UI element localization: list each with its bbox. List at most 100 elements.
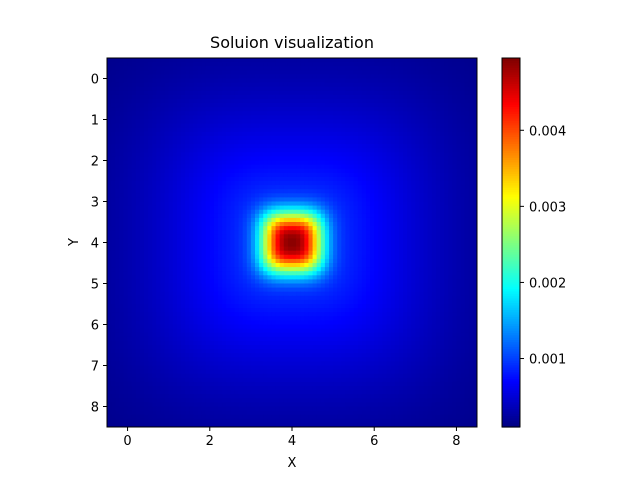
heatmap-cell	[423, 152, 429, 157]
heatmap-cell	[234, 160, 240, 166]
heatmap-cell	[361, 123, 367, 129]
heatmap-cell	[320, 205, 326, 211]
heatmap-cell	[440, 160, 445, 166]
heatmap-cell	[304, 144, 310, 149]
heatmap-cell	[164, 222, 170, 227]
heatmap-cell	[250, 90, 256, 96]
heatmap-cell	[366, 66, 371, 71]
heatmap-cell	[283, 62, 289, 67]
heatmap-cell	[107, 217, 112, 223]
heatmap-cell	[139, 213, 145, 219]
heatmap-cell	[213, 234, 219, 239]
heatmap-cell	[431, 152, 437, 157]
heatmap-cell	[337, 127, 342, 133]
heatmap-cell	[115, 254, 120, 260]
heatmap-cell	[394, 230, 400, 235]
heatmap-cell	[168, 107, 174, 112]
heatmap-cell	[250, 156, 256, 162]
heatmap-cell	[448, 275, 453, 280]
heatmap-cell	[226, 160, 231, 166]
heatmap-cell	[333, 94, 338, 100]
heatmap-cell	[250, 176, 256, 182]
heatmap-cell	[423, 234, 429, 239]
heatmap-cell	[464, 275, 470, 280]
heatmap-cell	[419, 135, 425, 141]
heatmap-cell	[444, 131, 449, 137]
heatmap-cell	[164, 242, 170, 248]
heatmap-cell	[127, 58, 133, 63]
heatmap-cell	[366, 168, 371, 174]
heatmap-cell	[230, 250, 236, 256]
heatmap-cell	[131, 176, 137, 182]
heatmap-cell	[390, 254, 396, 260]
heatmap-cell	[209, 123, 215, 129]
heatmap-cell	[468, 78, 474, 84]
heatmap-cell	[185, 189, 190, 194]
heatmap-cell	[259, 164, 264, 170]
heatmap-cell	[193, 185, 199, 190]
heatmap-cell	[250, 168, 256, 174]
heatmap-cell	[156, 152, 162, 157]
heatmap-cell	[250, 230, 256, 235]
heatmap-cell	[403, 127, 408, 133]
heatmap-cell	[267, 217, 273, 223]
heatmap-cell	[448, 172, 453, 178]
heatmap-cell	[456, 246, 462, 252]
heatmap-cell	[337, 193, 342, 198]
heatmap-cell	[403, 66, 408, 71]
heatmap-cell	[160, 172, 166, 178]
heatmap-cell	[111, 99, 116, 104]
heatmap-cell	[205, 226, 211, 231]
heatmap-cell	[197, 119, 203, 125]
heatmap-cell	[394, 271, 400, 276]
heatmap-cell	[296, 283, 301, 289]
heatmap-cell	[378, 242, 384, 248]
heatmap-cell	[329, 119, 334, 125]
heatmap-cell	[144, 127, 149, 133]
heatmap-cell	[181, 86, 186, 92]
heatmap-cell	[440, 70, 445, 75]
heatmap-cell	[440, 189, 445, 194]
heatmap-cell	[394, 74, 400, 80]
heatmap-cell	[415, 82, 421, 88]
heatmap-cell	[423, 58, 429, 63]
heatmap-cell	[185, 226, 190, 231]
heatmap-cell	[329, 217, 334, 223]
heatmap-cell	[287, 205, 293, 211]
heatmap-cell	[333, 164, 338, 170]
heatmap-cell	[259, 222, 264, 227]
heatmap-cell	[341, 99, 347, 104]
heatmap-cell	[312, 205, 318, 211]
heatmap-cell	[308, 78, 314, 84]
heatmap-cell	[337, 140, 342, 145]
heatmap-cell	[107, 82, 112, 88]
heatmap-cell	[131, 156, 137, 162]
heatmap-cell	[440, 213, 445, 219]
heatmap-cell	[452, 230, 458, 235]
heatmap-cell	[283, 58, 289, 63]
heatmap-cell	[329, 94, 334, 100]
heatmap-cell	[263, 230, 268, 235]
heatmap-cell	[234, 152, 240, 157]
heatmap-cell	[312, 254, 318, 260]
heatmap-cell	[456, 279, 462, 285]
heatmap-cell	[222, 82, 227, 88]
heatmap-cell	[386, 99, 392, 104]
heatmap-cell	[275, 164, 281, 170]
heatmap-cell	[222, 107, 227, 112]
heatmap-cell	[349, 275, 355, 280]
heatmap-cell	[460, 140, 466, 145]
heatmap-cell	[337, 238, 342, 244]
heatmap-cell	[238, 271, 244, 276]
heatmap-cell	[333, 201, 338, 207]
heatmap-cell	[390, 209, 396, 215]
heatmap-cell	[131, 258, 137, 264]
heatmap-cell	[271, 152, 277, 157]
heatmap-cell	[246, 135, 252, 141]
heatmap-cell	[411, 238, 416, 244]
heatmap-cell	[131, 103, 137, 108]
heatmap-cell	[308, 62, 314, 67]
heatmap-cell	[131, 201, 137, 207]
heatmap-cell	[415, 78, 421, 84]
heatmap-cell	[333, 271, 338, 276]
